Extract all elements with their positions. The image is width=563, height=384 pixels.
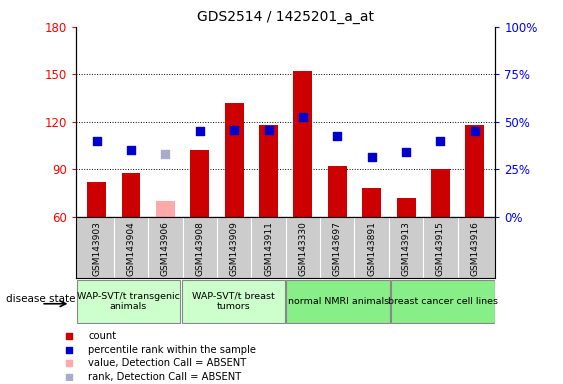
Text: WAP-SVT/t transgenic
animals: WAP-SVT/t transgenic animals (77, 292, 180, 311)
Title: GDS2514 / 1425201_a_at: GDS2514 / 1425201_a_at (197, 10, 374, 25)
Text: percentile rank within the sample: percentile rank within the sample (88, 345, 256, 355)
Text: GSM143916: GSM143916 (470, 222, 479, 276)
Text: normal NMRI animals: normal NMRI animals (288, 297, 388, 306)
Text: GSM143697: GSM143697 (333, 222, 342, 276)
Bar (77, 280, 180, 323)
Bar (362, 189, 381, 217)
Bar (293, 71, 312, 217)
Point (230, 127, 239, 133)
Bar (156, 201, 175, 217)
Point (470, 128, 479, 134)
Text: GSM143909: GSM143909 (230, 222, 239, 276)
Point (436, 138, 445, 144)
Bar (287, 280, 390, 323)
Text: WAP-SVT/t breast
tumors: WAP-SVT/t breast tumors (192, 292, 275, 311)
Point (333, 133, 342, 139)
Point (127, 147, 136, 154)
Point (264, 127, 273, 133)
Point (367, 154, 376, 160)
Bar (122, 173, 140, 217)
Text: disease state: disease state (6, 294, 75, 304)
Bar (396, 198, 415, 217)
Bar (391, 280, 495, 323)
Text: rank, Detection Call = ABSENT: rank, Detection Call = ABSENT (88, 372, 242, 382)
Bar (466, 125, 484, 217)
Point (65, 360, 74, 366)
Text: GSM143915: GSM143915 (436, 222, 445, 276)
Text: GSM143904: GSM143904 (127, 222, 136, 276)
Point (65, 374, 74, 380)
Bar (190, 151, 209, 217)
Text: GSM143908: GSM143908 (195, 222, 204, 276)
Text: value, Detection Call = ABSENT: value, Detection Call = ABSENT (88, 358, 247, 368)
Text: breast cancer cell lines: breast cancer cell lines (388, 297, 498, 306)
Point (65, 333, 74, 339)
Point (195, 128, 204, 134)
Bar (225, 103, 244, 217)
Text: GSM143891: GSM143891 (367, 222, 376, 276)
Bar (87, 182, 106, 217)
Point (298, 114, 307, 120)
Text: GSM143911: GSM143911 (264, 222, 273, 276)
Bar (431, 169, 450, 217)
Point (161, 151, 170, 157)
Bar (259, 125, 278, 217)
Point (92, 138, 101, 144)
Text: count: count (88, 331, 117, 341)
Text: GSM143906: GSM143906 (161, 222, 170, 276)
Bar (328, 166, 347, 217)
Bar (181, 280, 285, 323)
Text: GSM143330: GSM143330 (298, 222, 307, 276)
Text: GSM143913: GSM143913 (401, 222, 410, 276)
Point (401, 149, 410, 155)
Text: GSM143903: GSM143903 (92, 222, 101, 276)
Point (65, 347, 74, 353)
